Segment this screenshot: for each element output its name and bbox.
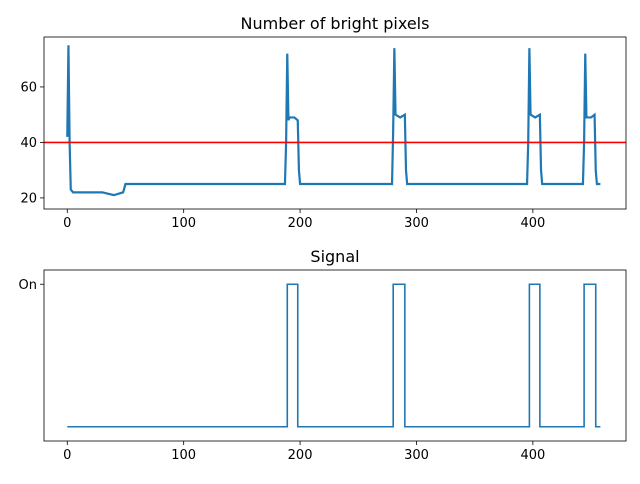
chart-title: Signal	[310, 247, 359, 266]
x-tick-label: 400	[520, 448, 545, 463]
chart-title: Number of bright pixels	[241, 14, 430, 33]
y-tick-label: On	[19, 278, 37, 293]
x-tick-label: 400	[520, 216, 545, 231]
series-line	[67, 283, 601, 428]
x-tick-label: 100	[171, 448, 196, 463]
plot-frame	[43, 269, 627, 442]
y-tick-label: 20	[20, 191, 37, 206]
x-tick-label: 300	[404, 216, 429, 231]
x-tick-label: 200	[288, 216, 313, 231]
plot-frame	[43, 36, 627, 210]
y-tick-label: 40	[20, 136, 37, 151]
x-tick-label: 100	[171, 216, 196, 231]
bright-pixels-chart: Number of bright pixels 0 100 200 300 400 20 4…	[20, 14, 627, 231]
x-tick-label: 0	[63, 448, 71, 463]
x-tick-label: 0	[63, 216, 71, 231]
y-tick-label: 60	[20, 80, 37, 95]
signal-chart: Signal 0 100 200 300 400 On	[19, 247, 627, 463]
series-line	[66, 45, 601, 197]
x-tick-label: 200	[288, 448, 313, 463]
x-tick-label: 300	[404, 448, 429, 463]
